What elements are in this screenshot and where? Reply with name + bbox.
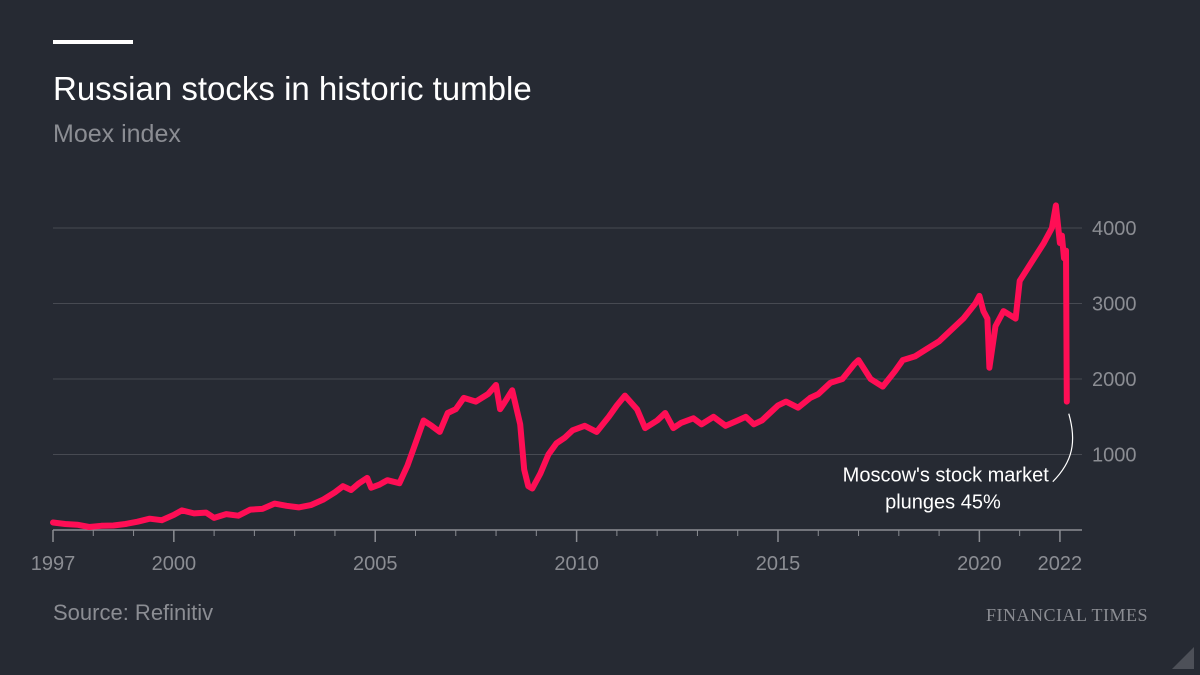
annotation-text: plunges 45% [885, 492, 1001, 514]
moex-index-line [50, 202, 1070, 530]
y-tick-label: 1000 [1092, 445, 1137, 467]
annotation: Moscow's stock market plunges 45% [843, 413, 1074, 514]
gridlines: 1000 2000 3000 4000 [53, 218, 1137, 531]
x-axis-ticks: 1997 2000 2005 2010 2015 2020 2022 [31, 530, 1082, 575]
x-tick-label: 2010 [554, 553, 599, 575]
x-tick-label: 2022 [1038, 553, 1083, 575]
x-tick-label: 2020 [957, 553, 1002, 575]
y-tick-label: 4000 [1092, 218, 1137, 240]
annotation-leader-line [1052, 413, 1074, 483]
title-rule [53, 40, 133, 44]
x-tick-label: 2005 [353, 553, 398, 575]
chart-title: Russian stocks in historic tumble [53, 70, 532, 107]
annotation-text: Moscow's stock market [843, 465, 1050, 487]
y-tick-label: 2000 [1092, 369, 1137, 391]
ft-logo: FINANCIAL TIMES [985, 605, 1148, 625]
chart-subtitle: Moex index [53, 120, 181, 148]
x-tick-label: 2015 [756, 553, 801, 575]
y-tick-label: 3000 [1092, 294, 1137, 316]
x-tick-label: 2000 [152, 553, 197, 575]
x-tick-label: 1997 [31, 553, 76, 575]
source-note: Source: Refinitiv [53, 600, 214, 625]
resize-corner-icon [1172, 647, 1194, 669]
